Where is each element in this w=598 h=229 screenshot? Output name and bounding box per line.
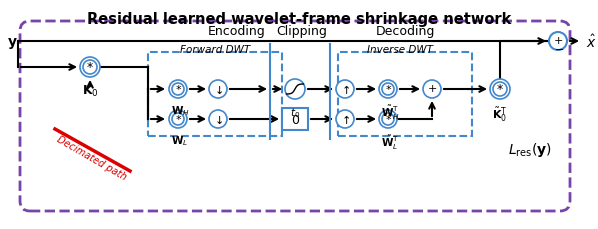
Circle shape: [169, 81, 187, 98]
Circle shape: [493, 83, 507, 97]
Circle shape: [172, 114, 184, 125]
Text: $\mathbf{K}_0$: $\mathbf{K}_0$: [81, 84, 99, 99]
Text: $\uparrow$: $\uparrow$: [340, 113, 350, 126]
Text: 0: 0: [291, 113, 299, 126]
Text: Inverse DWT: Inverse DWT: [367, 45, 433, 55]
Text: $\tilde{\mathbf{W}}_L^\mathsf{T}$: $\tilde{\mathbf{W}}_L^\mathsf{T}$: [381, 134, 399, 151]
Text: $\mathbf{W}_H$: $\mathbf{W}_H$: [170, 104, 190, 117]
Text: y: y: [8, 35, 17, 49]
Text: +: +: [553, 36, 563, 46]
Text: $L_{\mathrm{res}}(\mathbf{y})$: $L_{\mathrm{res}}(\mathbf{y})$: [508, 140, 552, 158]
Text: Forward DWT: Forward DWT: [180, 45, 250, 55]
Text: *: *: [385, 114, 391, 124]
Circle shape: [209, 111, 227, 128]
Text: Encoding: Encoding: [208, 25, 266, 38]
Text: $\downarrow$: $\downarrow$: [212, 84, 224, 96]
Circle shape: [379, 81, 397, 98]
FancyBboxPatch shape: [282, 109, 308, 131]
Text: *: *: [175, 85, 181, 95]
Text: Clipping: Clipping: [276, 25, 328, 38]
Text: Decimated path: Decimated path: [56, 134, 129, 181]
Text: *: *: [175, 114, 181, 124]
Circle shape: [336, 81, 354, 98]
Text: −: −: [556, 45, 565, 55]
Text: $\hat{x}$: $\hat{x}$: [586, 33, 597, 50]
Text: *: *: [87, 61, 93, 74]
Circle shape: [83, 61, 97, 75]
Circle shape: [549, 33, 567, 51]
Text: $\tilde{\mathbf{K}}_0^\mathsf{T}$: $\tilde{\mathbf{K}}_0^\mathsf{T}$: [492, 106, 508, 124]
Circle shape: [209, 81, 227, 98]
Text: $\mathbf{W}_L$: $\mathbf{W}_L$: [172, 134, 188, 147]
Text: $t_0$: $t_0$: [290, 106, 300, 119]
Circle shape: [169, 111, 187, 128]
Circle shape: [336, 111, 354, 128]
Text: $\uparrow$: $\uparrow$: [340, 83, 350, 96]
Circle shape: [80, 58, 100, 78]
Circle shape: [285, 80, 305, 100]
Text: $\downarrow$: $\downarrow$: [212, 114, 224, 125]
Text: Decoding: Decoding: [376, 25, 435, 38]
Circle shape: [490, 80, 510, 100]
Text: Residual learned wavelet-frame shrinkage network: Residual learned wavelet-frame shrinkage…: [87, 12, 511, 27]
Circle shape: [172, 84, 184, 95]
Text: *: *: [497, 83, 503, 96]
Text: $\tilde{\mathbf{W}}_H^\mathsf{T}$: $\tilde{\mathbf{W}}_H^\mathsf{T}$: [380, 104, 399, 122]
Text: +: +: [428, 84, 437, 94]
Circle shape: [379, 111, 397, 128]
Circle shape: [382, 114, 394, 125]
Circle shape: [382, 84, 394, 95]
Circle shape: [423, 81, 441, 98]
Text: *: *: [385, 85, 391, 95]
